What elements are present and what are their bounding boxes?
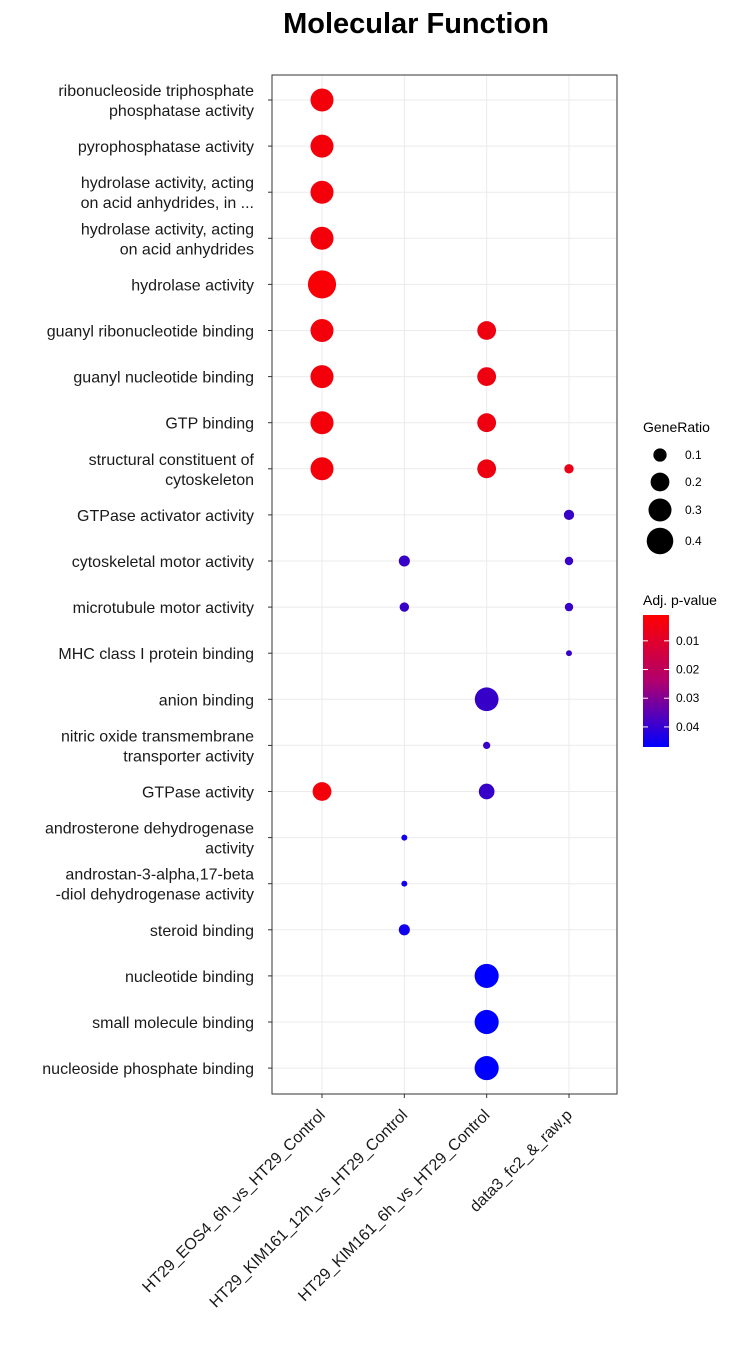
- data-point: [307, 270, 337, 299]
- data-point: [477, 321, 497, 340]
- y-tick-label: structural constituent of cytoskeleton: [89, 452, 255, 489]
- plot-area: ribonucleoside triphosphate phosphatase a…: [42, 74, 618, 1311]
- y-tick-label: ribonucleoside triphosphate phosphatase a…: [58, 83, 254, 120]
- data-point: [478, 783, 495, 800]
- data-point: [310, 180, 334, 204]
- x-tick-label: HT29_EOS4_6h_vs_HT29_Control: [139, 1107, 328, 1296]
- y-tick-label: microtubule motor activity: [73, 600, 254, 617]
- size-legend-key: [648, 498, 672, 522]
- data-point: [474, 963, 499, 988]
- data-point: [564, 602, 574, 612]
- y-tick-label: anion binding: [159, 692, 254, 709]
- size-legend-title: GeneRatio: [643, 419, 710, 435]
- data-point: [563, 509, 575, 521]
- data-point: [483, 741, 491, 750]
- data-point: [310, 318, 334, 343]
- y-tick-label: nucleoside phosphate binding: [42, 1061, 254, 1078]
- y-tick-label: nucleotide binding: [125, 969, 254, 986]
- y-tick-label: hydrolase activity, acting on acid anhydr…: [81, 221, 254, 258]
- data-point: [474, 1009, 499, 1035]
- data-point: [312, 782, 332, 801]
- size-legend-key: [646, 527, 674, 555]
- plot-panel-border: [271, 74, 618, 1095]
- data-point: [310, 134, 334, 158]
- color-legend-label: 0.04: [676, 720, 700, 734]
- y-tick-label: MHC class I protein binding: [58, 646, 254, 663]
- y-tick-label: nitric oxide transmembrane transporter ac…: [61, 728, 254, 765]
- data-point: [310, 88, 334, 112]
- chart-title: Molecular Function: [283, 8, 549, 40]
- y-tick-label: GTPase activator activity: [77, 508, 254, 525]
- y-tick-label: steroid binding: [150, 923, 254, 940]
- y-tick-label: guanyl nucleotide binding: [73, 370, 254, 387]
- data-point: [477, 413, 497, 433]
- y-tick-label: hydrolase activity, acting on acid anhydr…: [81, 175, 254, 212]
- size-legend-key: [650, 472, 670, 492]
- data-point: [310, 411, 334, 435]
- data-point: [310, 226, 334, 250]
- color-legend-label: 0.01: [676, 634, 700, 648]
- y-tick-label: pyrophosphatase activity: [78, 139, 254, 156]
- data-point: [401, 880, 408, 887]
- y-tick-label: GTP binding: [165, 416, 254, 433]
- data-point: [310, 457, 334, 481]
- size-legend-label: 0.2: [685, 475, 702, 489]
- y-tick-label: guanyl ribonucleotide binding: [47, 324, 254, 341]
- size-legend-label: 0.3: [685, 503, 702, 517]
- data-point: [399, 602, 410, 612]
- y-tick-label: cytoskeletal motor activity: [72, 554, 254, 571]
- data-point: [564, 556, 574, 566]
- data-point: [310, 365, 334, 389]
- color-legend-bar: [643, 615, 669, 747]
- data-point: [401, 834, 408, 841]
- data-point: [398, 555, 410, 567]
- x-tick-label: HT29_KIM161_6h_vs_HT29_Control: [295, 1107, 493, 1305]
- size-legend-key: [653, 448, 667, 462]
- data-point: [398, 924, 410, 936]
- legend-area: GeneRatio Adj. p-value 0.1 0.2 0.3 0.4 0.01 0…: [643, 419, 717, 747]
- y-tick-label: androstan-3-alpha,17-beta -diol dehydroge…: [56, 867, 254, 904]
- y-tick-label: hydrolase activity: [131, 277, 254, 294]
- data-point: [564, 464, 574, 474]
- data-point: [477, 459, 497, 479]
- data-point: [566, 650, 572, 657]
- y-tick-label: small molecule binding: [92, 1015, 254, 1032]
- color-legend-label: 0.03: [676, 691, 700, 705]
- data-point: [477, 367, 497, 386]
- color-legend-title: Adj. p-value: [643, 592, 717, 608]
- y-tick-label: GTPase activity: [142, 785, 254, 802]
- size-legend-label: 0.4: [685, 534, 702, 548]
- color-legend-label: 0.02: [676, 663, 700, 677]
- data-point: [474, 1056, 499, 1081]
- size-legend-label: 0.1: [685, 448, 702, 462]
- data-point: [474, 687, 499, 712]
- y-tick-label: androsterone dehydrogenase activity: [45, 821, 254, 858]
